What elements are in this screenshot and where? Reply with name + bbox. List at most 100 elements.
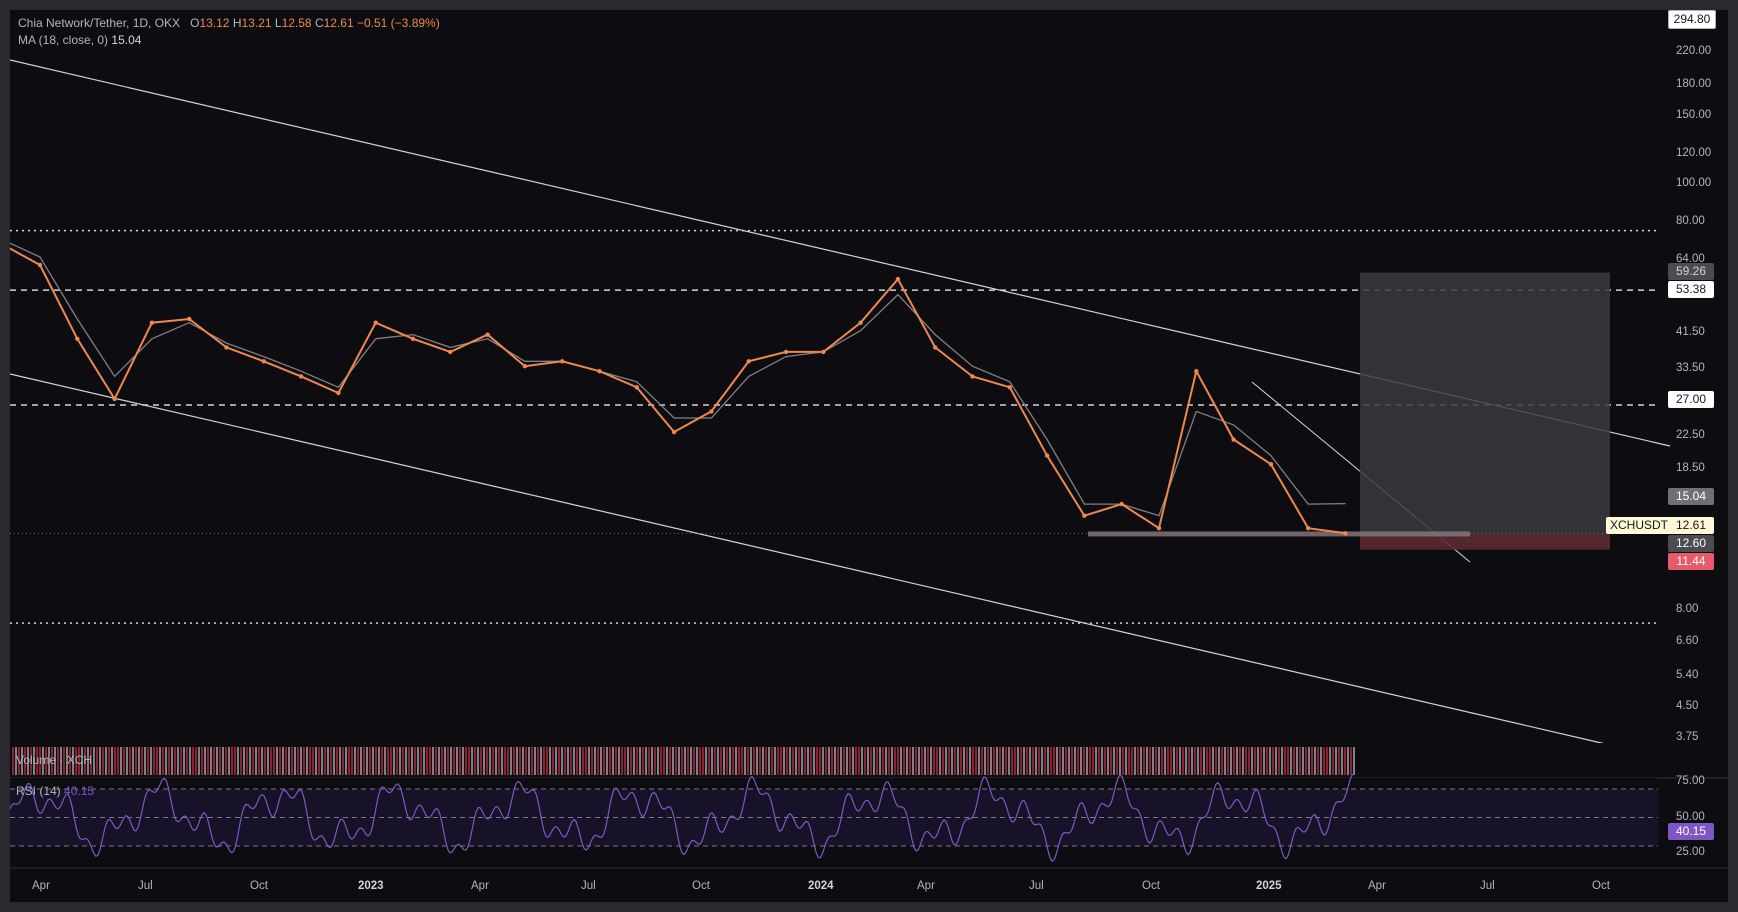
volume-bar (567, 747, 569, 775)
volume-bar (252, 747, 254, 775)
volume-bar (1248, 747, 1250, 775)
volume-bar (903, 747, 905, 775)
volume-bar (333, 747, 335, 775)
volume-bar (342, 747, 344, 775)
volume-bar (1095, 747, 1097, 775)
chart-frame[interactable]: Chia Network/Tether, 1D, OKX O13.12 H13.… (10, 10, 1728, 902)
price-axis-label: 18.50 (1676, 461, 1705, 474)
volume-bar (135, 747, 137, 775)
volume-bar (405, 747, 407, 775)
volume-bar (237, 747, 239, 775)
legend-close-label: C (314, 16, 324, 30)
channel-lower-line (10, 373, 1611, 746)
volume-bar (201, 747, 203, 775)
volume-bar (513, 747, 515, 775)
legend-row-ohlc: Chia Network/Tether, 1D, OKX O13.12 H13.… (18, 15, 440, 32)
volume-bar (573, 747, 575, 775)
legend-symbol: Chia Network/Tether, 1D, OKX (18, 16, 181, 30)
volume-bar (1305, 747, 1307, 775)
volume-bar (30, 747, 32, 775)
price-axis-label: 8.00 (1676, 603, 1699, 615)
volume-bar (456, 747, 458, 775)
volume-bar (642, 747, 644, 775)
volume-bar (192, 747, 194, 775)
volume-bar (1284, 747, 1286, 775)
time-axis-label: Oct (250, 880, 268, 892)
volume-bar (1119, 747, 1121, 775)
volume-bar (1110, 747, 1112, 775)
volume-bar (381, 747, 383, 775)
volume-bar (753, 747, 755, 775)
volume-bar (78, 747, 80, 775)
volume-bar (183, 747, 185, 775)
volume-bar (108, 747, 110, 775)
volume-bar (366, 747, 368, 775)
volume-bar (357, 747, 359, 775)
main-chart-svg[interactable] (10, 10, 1728, 902)
volume-bar (477, 747, 479, 775)
volume-bar (144, 747, 146, 775)
volume-bar (1074, 747, 1076, 775)
volume-bar (327, 747, 329, 775)
volume-bar (387, 747, 389, 775)
volume-bar (915, 747, 917, 775)
volume-bar (159, 747, 161, 775)
time-axis-label: Apr (471, 880, 489, 892)
volume-bar (204, 747, 206, 775)
price-tag-last: 12.61 (1668, 517, 1714, 534)
volume-bar (339, 747, 341, 775)
volume-bar (1143, 747, 1145, 775)
volume-bar (354, 747, 356, 775)
volume-bar (822, 747, 824, 775)
volume-bar (678, 747, 680, 775)
price-point-16 (597, 369, 602, 374)
volume-bar (510, 747, 512, 775)
volume-bar (723, 747, 725, 775)
volume-bar (1326, 747, 1328, 775)
volume-bar (186, 747, 188, 775)
time-axis-label: Jul (1029, 880, 1044, 892)
volume-bar (489, 747, 491, 775)
rsi-value: 40.15 (64, 784, 95, 798)
volume-bar (75, 747, 77, 775)
volume-bar (846, 747, 848, 775)
legend-row-ma: MA (18, close, 0) 15.04 (18, 32, 440, 49)
volume-bar (711, 747, 713, 775)
volume-bar (783, 747, 785, 775)
volume-bar (660, 747, 662, 775)
volume-bar (1245, 747, 1247, 775)
volume-bar (918, 747, 920, 775)
volume-bar (849, 747, 851, 775)
volume-bar (414, 747, 416, 775)
volume-bar (993, 747, 995, 775)
volume-bar (225, 747, 227, 775)
price-axis-label: 150.00 (1676, 109, 1712, 122)
volume-bar (420, 747, 422, 775)
volume-bar (369, 747, 371, 775)
volume-bar (168, 747, 170, 775)
volume-bar (1137, 747, 1139, 775)
volume-bar (1107, 747, 1109, 775)
volume-bar (1335, 747, 1337, 775)
volume-bar (522, 747, 524, 775)
volume-bar (531, 747, 533, 775)
price-tag-resistance-2: 27.00 (1668, 391, 1714, 408)
volume-bar (300, 747, 302, 775)
volume-bar (351, 747, 353, 775)
volume-bar (831, 747, 833, 775)
volume-bar (858, 747, 860, 775)
volume-bar (1080, 747, 1082, 775)
volume-bar (87, 747, 89, 775)
volume-bar (693, 747, 695, 775)
volume-bar (717, 747, 719, 775)
legend-high-label: H (232, 16, 242, 30)
volume-bar (48, 747, 50, 775)
volume-bar (627, 747, 629, 775)
volume-bar (1263, 747, 1265, 775)
volume-bar (1296, 747, 1298, 775)
volume-bar (948, 747, 950, 775)
volume-bar (681, 747, 683, 775)
volume-bar (537, 747, 539, 775)
volume-bar (720, 747, 722, 775)
volume-bar (597, 747, 599, 775)
